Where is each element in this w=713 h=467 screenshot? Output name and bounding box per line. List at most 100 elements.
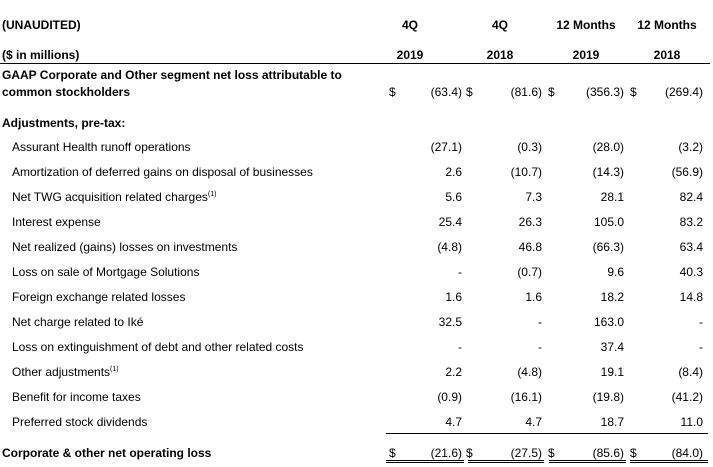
adjustment-label-text: Net TWG acquisition related charges (12, 190, 208, 204)
adjustment-value-col2: (10.7) (510, 165, 542, 179)
col4-year: 2018 (653, 48, 681, 62)
adjustment-label-text: Benefit for income taxes (12, 390, 141, 404)
gaap-currency-4: $ (630, 85, 637, 99)
total-currency-3: $ (548, 446, 555, 460)
adjustment-value-col4: 82.4 (679, 190, 703, 204)
adjustment-label-text: Foreign exchange related losses (12, 290, 186, 304)
adjustment-value-col1: (0.9) (437, 390, 462, 404)
adjustment-value-col3: 105.0 (593, 215, 624, 229)
adjustment-label-text: Interest expense (12, 215, 101, 229)
adjustment-value-col1: 1.6 (445, 290, 462, 304)
adjustment-value-col2: 4.7 (525, 415, 542, 429)
adjustment-value-col3: (28.0) (592, 140, 624, 154)
total-value-3: (85.6) (592, 446, 624, 460)
gaap-value-2: (81.6) (510, 85, 542, 99)
adjustment-value-col4: 11.0 (680, 415, 703, 429)
adjustment-row-label: Preferred stock dividends (12, 415, 147, 429)
total-label: Corporate & other net operating loss (2, 446, 212, 460)
adjustment-value-col1: 5.6 (445, 190, 462, 204)
adjustment-value-col3: 18.2 (600, 290, 624, 304)
gaap-label-line1: GAAP Corporate and Other segment net los… (2, 68, 342, 82)
total-underline-4b (630, 462, 708, 463)
adjustment-value-col3: 18.7 (600, 415, 624, 429)
col1-year: 2019 (396, 48, 424, 62)
adjustment-row-label: Loss on sale of Mortgage Solutions (12, 265, 199, 279)
adjustments-header: Adjustments, pre-tax: (2, 116, 126, 130)
adjustment-value-col3: (66.3) (592, 240, 624, 254)
adjustment-row-label: Loss on extinguishment of debt and other… (12, 340, 304, 354)
total-underline-1b (386, 462, 464, 463)
total-currency-1: $ (389, 446, 396, 460)
unaudited-label: (UNAUDITED) (2, 18, 81, 32)
adjustment-value-col4: - (699, 340, 703, 354)
gaap-label-line2: common stockholders (2, 85, 131, 99)
footnote-marker: (1) (207, 191, 217, 198)
col1-period: 4Q (401, 18, 418, 32)
adjustment-label-text: Loss on extinguishment of debt and other… (12, 340, 304, 354)
adjustment-value-col4: 83.2 (679, 215, 703, 229)
adjustment-row-label: Benefit for income taxes (12, 390, 141, 404)
adjustment-value-col4: 14.8 (679, 290, 703, 304)
adjustment-value-col2: 1.6 (525, 290, 542, 304)
adjustment-value-col2: (16.1) (510, 390, 542, 404)
gaap-value-1: (63.4) (430, 85, 462, 99)
adjustment-value-col4: 63.4 (679, 240, 703, 254)
total-underline-3b (549, 462, 626, 463)
total-value-2: (27.5) (510, 446, 542, 460)
adjustment-value-col1: 2.6 (445, 165, 462, 179)
header-underline (0, 63, 710, 64)
adjustment-value-col1: 2.2 (445, 365, 462, 379)
total-value-1: (21.6) (430, 446, 462, 460)
adjustment-value-col4: 40.3 (679, 265, 703, 279)
adjustment-value-col4: (3.2) (678, 140, 703, 154)
adjustment-value-col3: 28.1 (600, 190, 624, 204)
adjustment-value-col2: - (538, 340, 542, 354)
adjustment-value-col3: 163.0 (593, 315, 624, 329)
gaap-value-4: (269.4) (664, 85, 703, 99)
gaap-value-3: (356.3) (585, 85, 624, 99)
col4-period: 12 Months (637, 18, 697, 32)
adjustment-value-col4: (41.2) (671, 390, 703, 404)
adjustment-value-col1: 32.5 (438, 315, 462, 329)
gaap-currency-2: $ (466, 85, 473, 99)
adjustment-value-col2: (4.8) (517, 365, 542, 379)
adjustment-row-label: Net charge related to Iké (12, 315, 143, 329)
adjustment-value-col3: 37.4 (600, 340, 624, 354)
total-underline-3a (549, 460, 626, 461)
adjustment-value-col2: - (538, 315, 542, 329)
total-underline-1a (386, 460, 464, 461)
total-underline-4a (630, 460, 708, 461)
adjustment-value-col3: (19.8) (592, 390, 624, 404)
adjustment-label-text: Net charge related to Iké (12, 315, 144, 329)
footnote-marker: (1) (110, 366, 119, 373)
adjustment-label-text: Assurant Health runoff operations (12, 140, 191, 154)
total-underline-2a (468, 460, 544, 461)
adjustment-row-label: Interest expense (12, 215, 101, 229)
adjustment-value-col1: (27.1) (430, 140, 462, 154)
adjustment-label-text: Loss on sale of Mortgage Solutions (12, 265, 200, 279)
adjustment-label-text: Other adjustments (12, 365, 111, 379)
gaap-currency-3: $ (548, 85, 555, 99)
total-value-4: (84.0) (671, 446, 703, 460)
adjustment-value-col2: 26.3 (518, 215, 542, 229)
adjustment-row-label: Other adjustments(1) (12, 365, 119, 379)
adjustment-value-col2: (0.3) (517, 140, 542, 154)
adjustment-value-col3: (14.3) (592, 165, 624, 179)
adjustment-row-label: Net TWG acquisition related charges(1) (12, 190, 216, 204)
col2-year: 2018 (486, 48, 514, 62)
col2-period: 4Q (491, 18, 508, 32)
adjustment-label-text: Amortization of deferred gains on dispos… (12, 165, 313, 179)
total-currency-2: $ (466, 446, 473, 460)
total-currency-4: $ (630, 446, 637, 460)
adjustment-row-label: Net realized (gains) losses on investmen… (12, 240, 237, 254)
gaap-currency-1: $ (389, 85, 396, 99)
adjustment-value-col2: (0.7) (517, 265, 542, 279)
adjustment-row-label: Amortization of deferred gains on dispos… (12, 165, 313, 179)
subtotal-line (386, 433, 708, 434)
adjustment-value-col4: (8.4) (678, 365, 703, 379)
adjustment-value-col1: - (458, 265, 462, 279)
adjustment-row-label: Assurant Health runoff operations (12, 140, 191, 154)
adjustment-label-text: Preferred stock dividends (12, 415, 148, 429)
adjustment-value-col1: - (458, 340, 462, 354)
adjustment-value-col3: 19.1 (600, 365, 624, 379)
